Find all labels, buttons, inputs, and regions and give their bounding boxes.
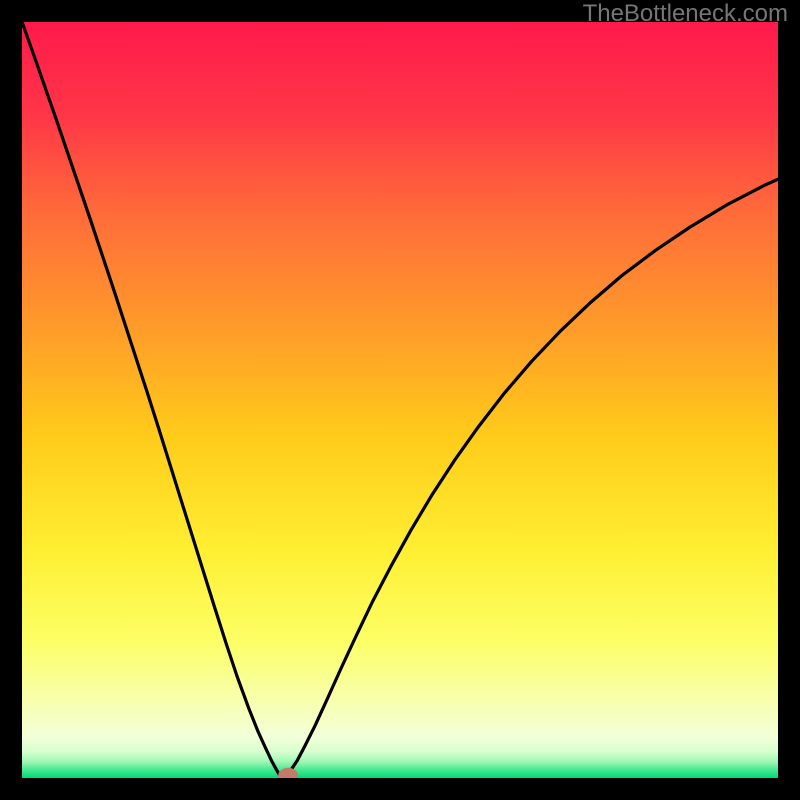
gradient-background (22, 22, 778, 778)
watermark-text: TheBottleneck.com (583, 0, 788, 28)
bottleneck-chart (22, 22, 778, 778)
